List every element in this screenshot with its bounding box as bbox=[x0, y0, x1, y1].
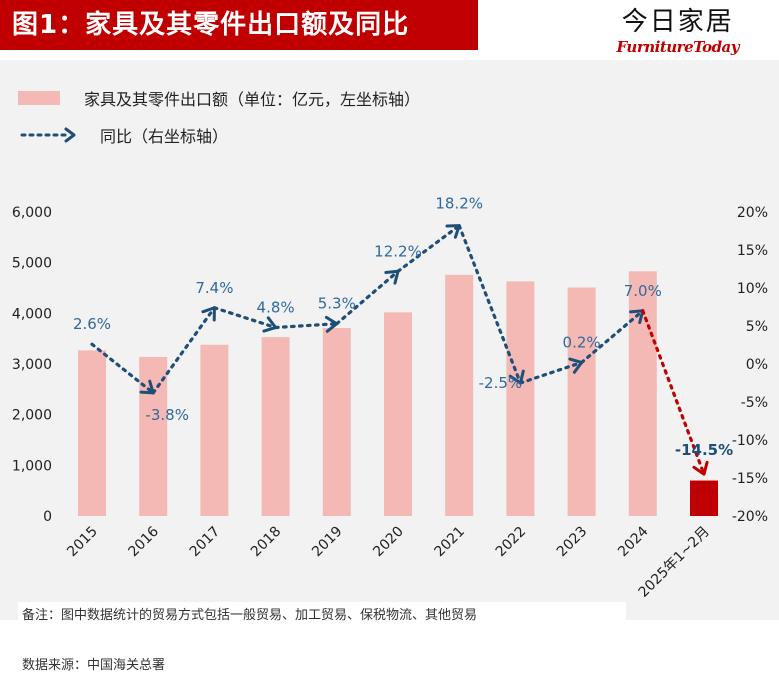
data-label: 7.4% bbox=[195, 279, 233, 297]
legend-line-swatch bbox=[20, 127, 76, 143]
left-axis-tick-label: 0 bbox=[43, 509, 52, 525]
data-label: -3.8% bbox=[145, 406, 189, 424]
right-axis-tick-label: -5% bbox=[741, 395, 768, 411]
data-label: 4.8% bbox=[257, 299, 295, 317]
x-axis-tick-label: 2023 bbox=[554, 524, 591, 561]
right-axis-tick-label: 15% bbox=[737, 243, 768, 259]
right-axis-tick-label: 20% bbox=[737, 205, 768, 221]
x-axis-tick-label: 2016 bbox=[126, 523, 163, 560]
data-source: 数据来源：中国海关总署 bbox=[22, 658, 166, 673]
brand-name-cn: 今日家居 bbox=[621, 7, 734, 37]
footnote: 备注：图中数据统计的贸易方式包括一般贸易、加工贸易、保税物流、其他贸易 bbox=[18, 602, 626, 625]
bar bbox=[628, 271, 657, 516]
right-axis-tick-label: -10% bbox=[732, 433, 768, 449]
data-label: 0.2% bbox=[563, 333, 601, 351]
right-axis-tick-label: 5% bbox=[746, 319, 768, 335]
line-segment bbox=[335, 269, 400, 326]
bar bbox=[322, 328, 351, 516]
x-axis-tick-label: 2015 bbox=[64, 524, 101, 561]
x-axis-tick-label: 2022 bbox=[493, 524, 530, 561]
bar bbox=[567, 287, 596, 516]
x-axis-tick-label: 2021 bbox=[432, 524, 469, 561]
data-label: 2.6% bbox=[73, 315, 111, 333]
right-axis-tick-label: -20% bbox=[732, 509, 768, 525]
bar bbox=[506, 281, 535, 516]
data-label: -14.5% bbox=[675, 441, 733, 459]
x-axis-tick-label: 2019 bbox=[309, 524, 346, 561]
left-axis-tick-label: 4,000 bbox=[12, 306, 52, 322]
bar bbox=[261, 337, 290, 516]
left-axis-tick-label: 2,000 bbox=[12, 408, 52, 424]
right-axis-tick-label: 0% bbox=[746, 357, 768, 373]
line-segment bbox=[518, 360, 584, 385]
data-label: 18.2% bbox=[435, 195, 483, 213]
right-axis-tick-label: 10% bbox=[737, 281, 768, 297]
legend-line-label: 同比（右坐标轴） bbox=[100, 127, 229, 146]
x-axis-tick-label: 2024 bbox=[615, 523, 652, 560]
bar bbox=[690, 480, 718, 516]
line-segment bbox=[151, 306, 216, 395]
legend-bar-label: 家具及其零件出口额（单位：亿元，左坐标轴） bbox=[84, 90, 421, 109]
line-segment bbox=[274, 322, 339, 330]
line-segment bbox=[90, 342, 155, 395]
brand-logo: 今日家居 FurnitureToday bbox=[616, 6, 740, 56]
data-label: 12.2% bbox=[374, 242, 422, 260]
data-label: -2.5% bbox=[479, 374, 523, 392]
x-axis-tick-label: 2018 bbox=[248, 524, 285, 561]
line-segment bbox=[396, 224, 461, 273]
left-axis-tick-label: 1,000 bbox=[12, 458, 52, 474]
data-label: 5.3% bbox=[318, 295, 356, 313]
line-segment bbox=[641, 309, 706, 476]
right-axis-tick-label: -15% bbox=[732, 471, 768, 487]
line-segment bbox=[212, 306, 278, 330]
left-axis-tick-label: 5,000 bbox=[12, 256, 52, 272]
bar bbox=[445, 274, 474, 516]
bar bbox=[200, 344, 229, 516]
chart-title: 图1：家具及其零件出口额及同比 bbox=[0, 0, 478, 50]
data-label: 7.0% bbox=[624, 282, 662, 300]
bar bbox=[384, 312, 412, 516]
legend-item-bar: 家具及其零件出口额（单位：亿元，左坐标轴） bbox=[18, 85, 420, 111]
line-segment bbox=[579, 309, 645, 365]
left-axis-tick-label: 3,000 bbox=[12, 357, 52, 373]
legend-item-line: 同比（右坐标轴） bbox=[18, 122, 228, 148]
x-axis-tick-label: 2020 bbox=[370, 524, 407, 561]
bar bbox=[78, 350, 106, 516]
line-arrow bbox=[692, 460, 709, 476]
x-axis-tick-label: 2017 bbox=[187, 524, 224, 561]
brand-name-en: FurnitureToday bbox=[616, 38, 740, 56]
legend-bar-swatch bbox=[18, 91, 60, 105]
left-axis-tick-label: 6,000 bbox=[12, 205, 52, 221]
